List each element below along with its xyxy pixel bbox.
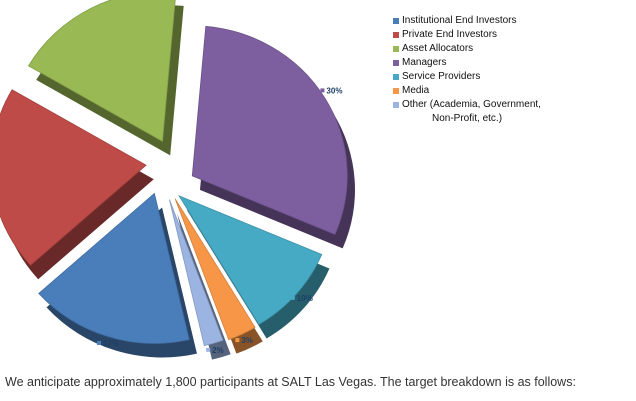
legend-swatch	[393, 60, 399, 66]
slice-institutional-end-investors	[38, 192, 190, 344]
slice-private-end-investors	[0, 89, 147, 266]
data-label-marker	[235, 338, 240, 343]
data-label-marker	[290, 295, 295, 300]
slice-side-other-academia-government-non-profit-etc	[177, 213, 231, 360]
legend-label: Media	[402, 85, 430, 96]
data-label-text: 18%	[86, 0, 102, 1]
legend-item: Asset Allocators	[393, 42, 633, 56]
legend-swatch	[393, 32, 399, 38]
legend-item: Media	[393, 84, 633, 98]
slice-asset-allocators	[27, 0, 176, 142]
slice-other-academia-government-non-profit-etc	[169, 199, 224, 347]
legend-label: Managers	[402, 57, 447, 68]
legend-item: Service Providers	[393, 70, 633, 84]
caption-text: We anticipate approximately 1,800 partic…	[5, 375, 576, 389]
data-label-marker	[320, 88, 325, 93]
pie-labels-layer: 30%10%3%2%17%20%18%	[86, 0, 343, 355]
data-label-institutional-end-investors: 17%	[96, 339, 119, 348]
data-label-text: 30%	[326, 86, 342, 95]
data-label-service-providers: 10%	[290, 294, 313, 303]
pie-top-layer	[0, 0, 348, 347]
slice-managers	[191, 25, 348, 235]
legend-label: Institutional End Investors	[402, 15, 517, 26]
data-label-marker	[96, 340, 101, 345]
legend-label: Asset Allocators	[402, 43, 474, 54]
legend-swatch	[393, 74, 399, 80]
legend-label: Service Providers	[402, 71, 481, 82]
legend-swatch	[393, 88, 399, 94]
legend-item: Private End Investors	[393, 28, 633, 42]
legend-label: Other (Academia, Government,	[402, 99, 541, 110]
data-label-marker	[206, 347, 211, 352]
data-label-text: 2%	[212, 346, 224, 355]
data-label-managers: 30%	[320, 86, 342, 95]
data-label-other-academia-government-non-profit-etc: 2%	[206, 346, 224, 355]
chart-legend: Institutional End Investors Private End I…	[393, 14, 633, 126]
slice-media	[174, 198, 256, 341]
data-label-text: 10%	[297, 294, 313, 303]
data-label-text: 3%	[241, 336, 253, 345]
legend-label: Non-Profit, etc.)	[432, 113, 503, 124]
legend-swatch	[393, 46, 399, 52]
legend-label: Private End Investors	[402, 29, 498, 40]
legend-item: Other (Academia, Government, Non-Profit, …	[393, 98, 633, 126]
legend-item: Institutional End Investors	[393, 14, 633, 28]
legend-swatch	[393, 18, 399, 24]
legend-swatch	[393, 102, 399, 108]
data-label-media: 3%	[235, 336, 253, 345]
slice-service-providers	[178, 195, 323, 325]
data-label-asset-allocators: 18%	[86, 0, 102, 1]
legend-item: Managers	[393, 56, 633, 70]
data-label-text: 17%	[103, 339, 119, 348]
